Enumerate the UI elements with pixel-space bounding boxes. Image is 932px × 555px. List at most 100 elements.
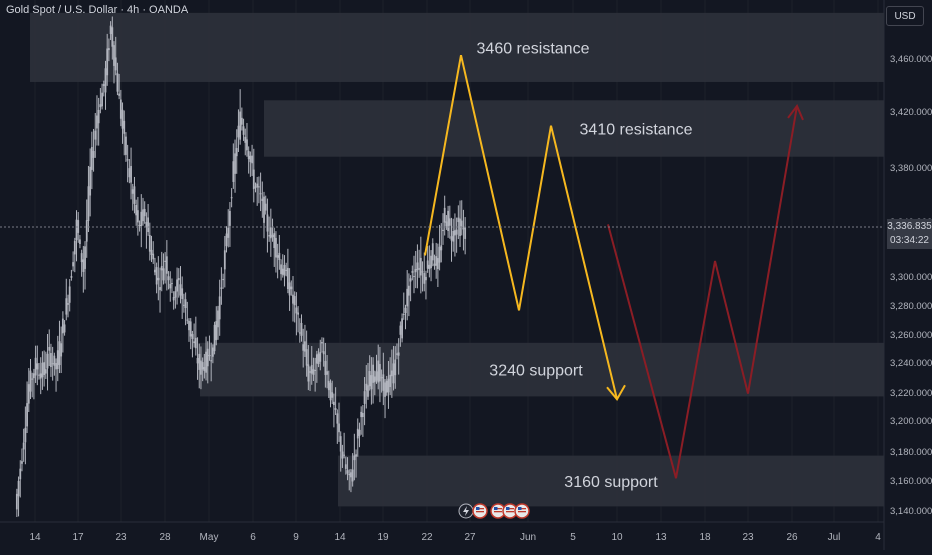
- candle-body: [116, 73, 119, 92]
- flag-canton: [494, 507, 498, 510]
- price-tick-label: 3,280.000: [890, 301, 932, 312]
- candle-body: [123, 120, 126, 134]
- candle-body: [94, 130, 97, 140]
- zone-label: 3160 support: [564, 474, 658, 491]
- candle-body: [182, 304, 185, 306]
- candle-body: [322, 351, 325, 355]
- candle-body: [252, 169, 255, 190]
- candle-body: [365, 383, 368, 391]
- time-tick-label: 13: [655, 532, 667, 543]
- candle-body: [90, 147, 93, 170]
- candle-body: [406, 288, 409, 307]
- candle-body: [341, 451, 344, 459]
- candle-body: [419, 257, 422, 276]
- candle-body: [150, 249, 153, 255]
- candle-body: [143, 208, 146, 217]
- candle-body: [29, 370, 32, 392]
- candle-body: [196, 358, 199, 364]
- candle-body: [353, 455, 356, 461]
- candle-body: [80, 253, 83, 263]
- price-tick-label: 3,160.000: [890, 476, 932, 487]
- candle-body: [230, 197, 233, 199]
- candle-body: [201, 362, 204, 370]
- candle-body: [188, 320, 190, 331]
- time-tick-label: 5: [570, 532, 576, 543]
- candle-body: [50, 353, 52, 368]
- flag-canton: [476, 507, 480, 510]
- time-tick-label: 22: [421, 532, 433, 543]
- candle-body: [140, 211, 143, 227]
- time-tick-label: 19: [377, 532, 389, 543]
- zone-label: 3240 support: [489, 363, 583, 380]
- candle-body: [269, 227, 272, 239]
- candle-body: [292, 294, 294, 304]
- zone-rect: [30, 12, 884, 82]
- candle-body: [276, 255, 279, 258]
- lightning-icon[interactable]: [458, 503, 474, 519]
- candle-body: [174, 291, 177, 298]
- candle-body: [223, 250, 226, 270]
- candle-body: [431, 243, 434, 261]
- candle-body: [442, 229, 444, 232]
- candle-body: [46, 353, 49, 369]
- candle-body: [130, 166, 132, 183]
- candle-body: [390, 370, 393, 377]
- time-tick-label: 14: [29, 532, 41, 543]
- candle-body: [312, 369, 315, 375]
- candle-body: [234, 153, 236, 174]
- currency-button[interactable]: USD: [886, 6, 924, 26]
- flag-stripe: [518, 508, 526, 510]
- candle-body: [430, 255, 432, 269]
- candle-body: [53, 355, 56, 366]
- candle-body: [36, 363, 39, 370]
- candle-body: [82, 259, 85, 272]
- symbol-title[interactable]: Gold Spot / U.S. Dollar · 4h · OANDA: [6, 4, 189, 16]
- candle-body: [15, 493, 18, 510]
- time-tick-label: Jul: [828, 532, 841, 543]
- candle-body: [331, 392, 334, 398]
- candle-body: [425, 276, 427, 281]
- candle-body: [413, 275, 415, 277]
- zone-rect: [264, 100, 884, 157]
- candle-body: [389, 374, 392, 388]
- candle-body: [79, 239, 81, 245]
- candle-body: [242, 126, 245, 135]
- candle-body: [157, 277, 160, 281]
- us-flag-icon[interactable]: [472, 503, 488, 519]
- flag-stripe: [506, 511, 514, 513]
- price-tick-label: 3,240.000: [890, 358, 932, 369]
- time-tick-label: 18: [699, 532, 711, 543]
- candle-body: [118, 93, 121, 96]
- candle-body: [298, 332, 301, 334]
- candle-body: [321, 341, 323, 344]
- candle-body: [169, 283, 172, 289]
- candle-body: [222, 279, 225, 281]
- candle-body: [327, 380, 330, 391]
- candle-body: [380, 377, 383, 379]
- time-tick-label: 28: [159, 532, 171, 543]
- us-flag-icon[interactable]: [514, 503, 530, 519]
- zone-label: 3410 resistance: [580, 122, 693, 139]
- candle-body: [72, 262, 75, 267]
- candle-body: [392, 363, 395, 384]
- time-tick-label: 6: [250, 532, 256, 543]
- candle-body: [73, 240, 76, 255]
- flag-stripe: [518, 511, 526, 513]
- candle-body: [205, 351, 207, 373]
- candle-body: [338, 423, 340, 433]
- candle-body: [26, 403, 28, 427]
- candle-body: [159, 287, 161, 291]
- candle-body: [210, 360, 213, 362]
- economic-events[interactable]: [458, 503, 530, 519]
- candle-body: [263, 196, 265, 223]
- candle-body: [38, 374, 40, 376]
- candle-body: [464, 226, 467, 239]
- candle-body: [411, 271, 414, 273]
- candle-body: [436, 258, 439, 270]
- candle-body: [379, 364, 381, 382]
- candle-body: [423, 273, 426, 284]
- candle-body: [176, 279, 178, 292]
- candle-body: [382, 374, 385, 391]
